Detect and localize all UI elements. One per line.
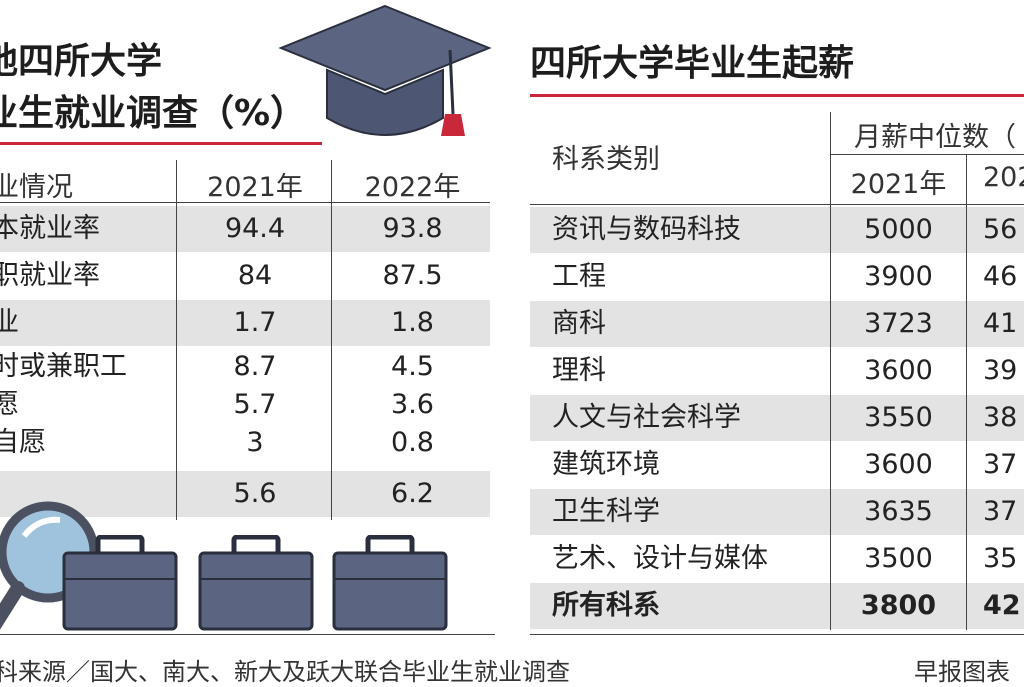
- row-label: 业: [0, 307, 19, 338]
- value-2022: 56: [983, 214, 1018, 245]
- value-2021: 84: [237, 260, 273, 291]
- left-title-line2: 业生就业调查（%）: [0, 93, 307, 134]
- left-year-2022: 2022年: [364, 172, 461, 203]
- value-2021: 3900: [864, 261, 933, 292]
- table-total-row: 所有科系 3800 42: [530, 583, 1024, 629]
- value-2021: 3600: [864, 449, 933, 480]
- row-label: 工程: [552, 261, 606, 292]
- table-row: 业 1.7 1.8: [0, 300, 490, 346]
- left-year-2021: 2021年: [207, 172, 303, 203]
- right-title-rule: [530, 94, 1024, 97]
- graduation-cap-icon: [278, 4, 492, 136]
- value-2022: 3.6: [391, 389, 434, 420]
- left-bottom-rule: [0, 634, 495, 635]
- row-label: 职就业率: [0, 260, 100, 291]
- value-2022: 39: [983, 355, 1018, 386]
- value-2021: 5.7: [233, 389, 277, 420]
- briefcase-icon: [198, 535, 314, 631]
- value-2021: 3: [246, 427, 264, 458]
- table-row: 商科 3723 41: [530, 301, 1024, 347]
- left-header-rule: [0, 202, 490, 203]
- row-label: 卫生科学: [552, 496, 660, 527]
- value-2022: 93.8: [382, 213, 443, 244]
- left-title-line1: 地四所大学: [0, 41, 163, 82]
- table-row: 愿 5.7 3.6: [0, 385, 490, 425]
- value-2022: 35: [983, 543, 1018, 574]
- value-2022: 87.5: [382, 260, 443, 291]
- source-note: 科来源／国大、南大、新大及跃大联合毕业生就业调查: [0, 658, 570, 686]
- table-row: 资讯与数码科技 5000 56: [530, 207, 1024, 253]
- row-label: 商科: [552, 308, 606, 339]
- value-2022: 41: [983, 308, 1018, 339]
- left-col-label: 业情况: [0, 172, 73, 203]
- right-header-rule: [530, 204, 1024, 205]
- left-panel: 地四所大学 业生就业调查（%） 业情况 2021年 2022年 本就业率 94.4…: [0, 0, 495, 640]
- right-year-2022: 202: [983, 162, 1024, 193]
- table-row: 建筑环境 3600 37: [530, 442, 1024, 488]
- value-2022: 38: [983, 402, 1018, 433]
- right-group-rule: [831, 154, 1024, 155]
- value-2022: 42: [983, 590, 1021, 621]
- table-row: 艺术、设计与媒体 3500 35: [530, 536, 1024, 582]
- value-2021: 3600: [864, 355, 933, 386]
- row-label: 所有科系: [552, 590, 660, 621]
- value-2022: 6.2: [391, 478, 434, 509]
- row-label: 本就业率: [0, 213, 100, 244]
- right-group-header: 月薪中位数（: [854, 122, 1016, 153]
- right-col-label: 科系类别: [552, 144, 660, 175]
- value-2021: 94.4: [224, 213, 286, 244]
- value-2022: 37: [983, 496, 1018, 527]
- right-divider-2: [966, 155, 967, 630]
- value-2021: 3550: [864, 402, 933, 433]
- right-divider-1: [830, 112, 831, 630]
- row-label: 理科: [552, 355, 606, 386]
- left-divider-2: [331, 160, 332, 520]
- value-2021: 3723: [864, 308, 933, 339]
- table-row: 人文与社会科学 3550 38: [530, 395, 1024, 441]
- row-label: 艺术、设计与媒体: [552, 543, 768, 574]
- right-bottom-rule: [530, 634, 1024, 635]
- credit: 早报图表: [914, 658, 1010, 686]
- left-title-rule: [0, 142, 322, 145]
- row-label: 资讯与数码科技: [552, 214, 741, 245]
- briefcase-icon: [332, 535, 448, 631]
- value-2021: 1.7: [233, 307, 277, 338]
- table-row: 理科 3600 39: [530, 348, 1024, 394]
- right-title: 四所大学毕业生起薪: [530, 43, 855, 84]
- table-row: 5.6 6.2: [0, 471, 490, 517]
- value-2022: 46: [983, 261, 1018, 292]
- value-2021: 3500: [864, 543, 933, 574]
- table-row: 职就业率 84 87.5: [0, 253, 490, 299]
- row-label: 时或兼职工: [0, 351, 127, 382]
- table-row: 本就业率 94.4 93.8: [0, 206, 490, 252]
- table-row: 自愿 3 0.8: [0, 423, 490, 463]
- row-label: 建筑环境: [552, 449, 660, 480]
- right-year-2021: 2021年: [850, 169, 947, 200]
- row-label: 人文与社会科学: [552, 402, 741, 433]
- briefcase-icon: [62, 535, 178, 631]
- right-panel: 四所大学毕业生起薪 科系类别 月薪中位数（ 2021年 202 资讯与数码科技 5…: [518, 0, 1024, 640]
- value-2021: 3635: [864, 496, 933, 527]
- value-2022: 4.5: [391, 351, 434, 382]
- value-2022: 37: [983, 449, 1018, 480]
- table-row: 卫生科学 3635 37: [530, 489, 1024, 535]
- table-row: 工程 3900 46: [530, 254, 1024, 300]
- row-label: 自愿: [0, 427, 46, 458]
- value-2021: 5.6: [233, 478, 277, 509]
- value-2021: 8.7: [233, 351, 277, 382]
- row-label: 愿: [0, 389, 19, 420]
- value-2022: 1.8: [391, 307, 434, 338]
- value-2022: 0.8: [391, 427, 434, 458]
- value-2021: 5000: [864, 214, 933, 245]
- table-row: 时或兼职工 8.7 4.5: [0, 347, 490, 387]
- value-2021: 3800: [860, 590, 937, 621]
- left-divider-1: [176, 160, 177, 520]
